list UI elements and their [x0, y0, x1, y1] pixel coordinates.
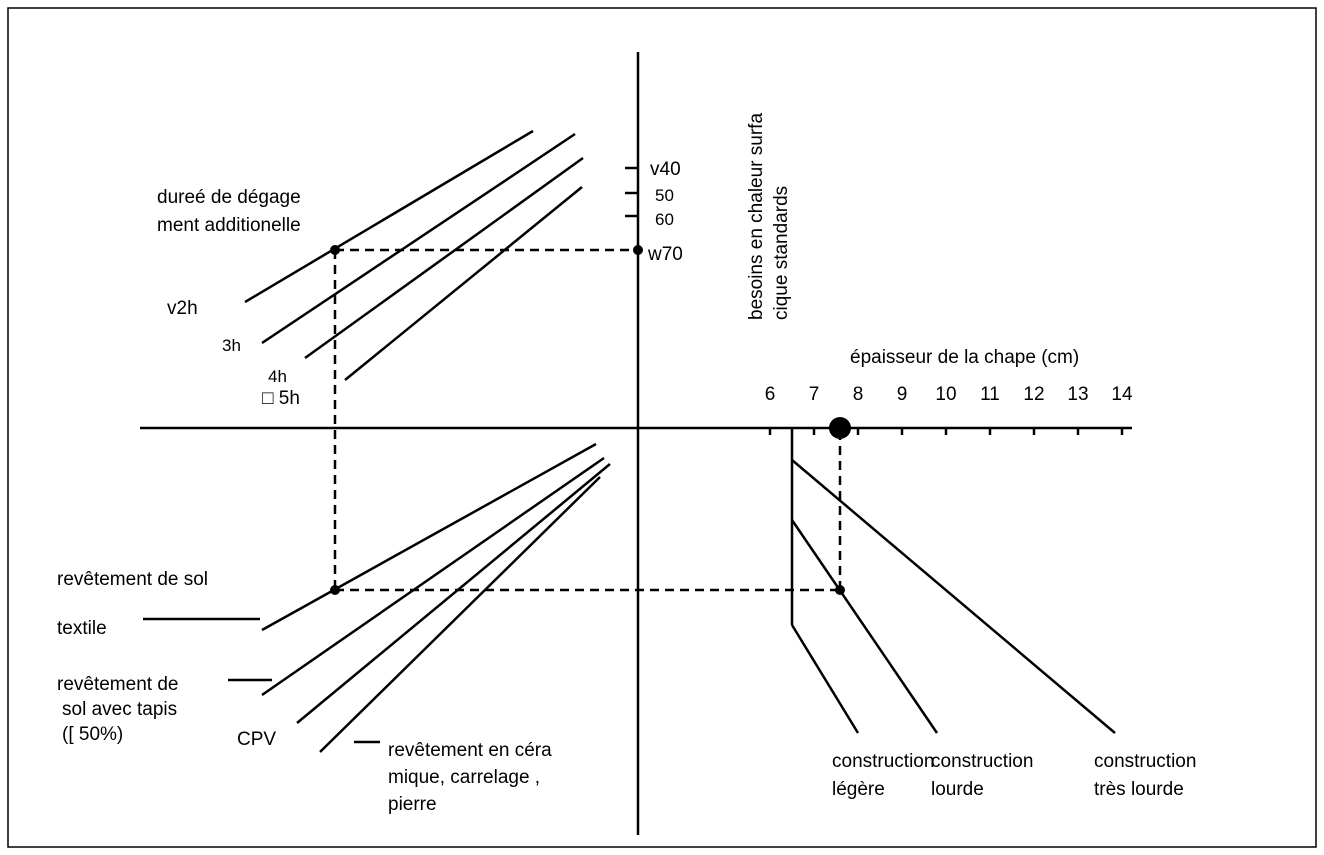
line — [344, 186, 583, 381]
line — [304, 156, 584, 360]
tick-label: 13 — [1067, 384, 1088, 405]
label: mique, carrelage , — [388, 767, 540, 788]
tick-label: 12 — [1023, 384, 1044, 405]
label: revêtement de sol — [57, 569, 208, 590]
axes — [140, 52, 1132, 835]
line — [790, 519, 939, 734]
axis-label: épaisseur de la chape (cm) — [850, 347, 1079, 368]
dot — [330, 585, 340, 595]
tick-label: 7 — [809, 384, 820, 405]
tick-label: w70 — [647, 244, 683, 265]
tick-label: 9 — [897, 384, 908, 405]
duration-lines — [244, 129, 584, 381]
tick-label: v40 — [650, 159, 681, 180]
line — [261, 442, 597, 632]
big-dot — [829, 417, 851, 439]
label: dureé de dégage — [157, 187, 301, 208]
label: v2h — [167, 298, 198, 319]
line — [790, 624, 860, 734]
label: ment additionelle — [157, 215, 301, 236]
label: 3h — [222, 336, 241, 355]
label: □ 5h — [262, 388, 300, 409]
tick-label: 10 — [935, 384, 956, 405]
line — [319, 476, 601, 753]
line — [244, 129, 534, 304]
line — [261, 456, 605, 697]
label: CPV — [237, 729, 276, 750]
reading-path — [330, 245, 851, 595]
axis-label: besoins en chaleur surfa — [746, 113, 767, 320]
dot — [633, 245, 643, 255]
line — [791, 459, 1116, 734]
tick-label: 14 — [1111, 384, 1133, 405]
label: 4h — [268, 367, 287, 386]
border — [7, 7, 1317, 848]
dot — [330, 245, 340, 255]
line — [261, 132, 576, 345]
tick-label: 11 — [980, 384, 1000, 405]
dot — [835, 585, 845, 595]
covering-lines — [143, 442, 611, 753]
label: ([ 50%) — [62, 724, 123, 745]
construction-lines — [790, 428, 1116, 734]
tick-label: 50 — [655, 186, 674, 205]
line — [296, 463, 611, 724]
label: revêtement de — [57, 674, 178, 695]
tick-label: 6 — [765, 384, 776, 405]
label: revêtement en céra — [388, 740, 552, 761]
axis-label: cique standards — [771, 186, 792, 320]
label: pierre — [388, 794, 437, 815]
label: sol avec tapis — [62, 699, 177, 720]
label: très lourde — [1094, 779, 1184, 800]
label: lourde — [931, 779, 984, 800]
tick-label: 8 — [853, 384, 864, 405]
label: construction — [931, 751, 1033, 772]
label: légère — [832, 779, 885, 800]
label: construction — [1094, 751, 1196, 772]
label: textile — [57, 618, 107, 639]
tick-label: 60 — [655, 210, 674, 229]
x-ticks: 6 7 8 9 10 11 12 13 14 — [765, 384, 1133, 435]
label: construction — [832, 751, 934, 772]
